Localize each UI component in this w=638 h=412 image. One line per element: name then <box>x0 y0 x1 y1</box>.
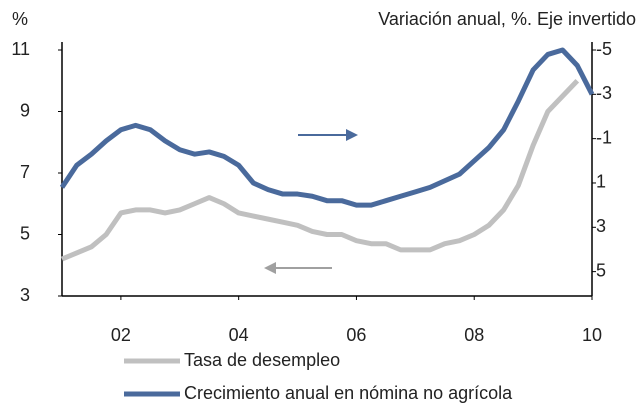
y2-tick-label: -1 <box>596 127 612 147</box>
arrow-head <box>346 129 358 141</box>
x-tick-label: 02 <box>111 325 131 345</box>
x-tick-label: 10 <box>582 325 602 345</box>
y2-tick-label: 5 <box>596 260 606 280</box>
y2-tick-label: 1 <box>596 172 606 192</box>
legend-label: Tasa de desempleo <box>184 350 340 370</box>
legend-label: Crecimiento anual en nómina no agrícola <box>184 383 513 403</box>
arrow-head <box>264 262 276 274</box>
x-tick-label: 06 <box>346 325 366 345</box>
x-tick-label: 08 <box>464 325 484 345</box>
direction-arrows <box>264 129 358 274</box>
series-line <box>59 47 595 208</box>
y2-tick-label: -5 <box>596 39 612 59</box>
y-tick-label: 7 <box>20 162 30 182</box>
y-tick-label: 3 <box>20 285 30 305</box>
y2-tick-label: -3 <box>596 83 612 103</box>
y-tick-label: 5 <box>20 223 30 243</box>
x-tick-label: 04 <box>229 325 249 345</box>
y2-tick-label: 3 <box>596 216 606 236</box>
y-tick-label: 11 <box>11 39 30 59</box>
y-tick-label: 9 <box>20 100 30 120</box>
series-line <box>61 79 580 262</box>
y2-axis-label: Variación anual, %. Eje invertido <box>378 9 636 29</box>
y-axis-label: % <box>12 9 28 29</box>
